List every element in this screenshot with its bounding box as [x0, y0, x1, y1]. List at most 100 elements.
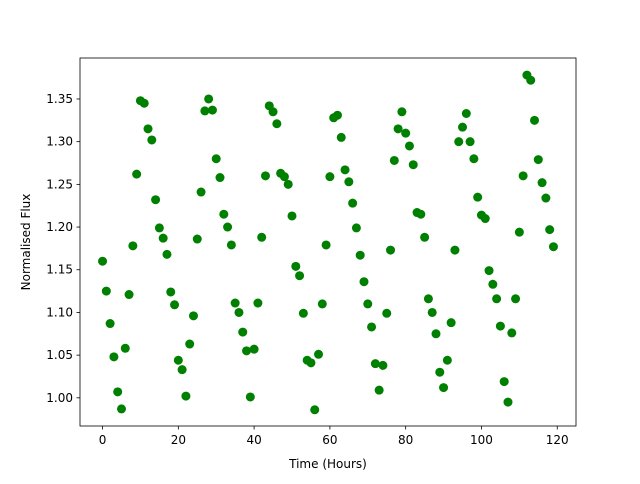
point — [518, 171, 528, 181]
point — [351, 223, 361, 233]
point — [533, 155, 543, 165]
point — [393, 124, 403, 134]
point — [204, 94, 214, 104]
x-tick-label: 120 — [546, 433, 569, 447]
point — [151, 195, 161, 205]
point — [143, 124, 153, 134]
point — [113, 387, 123, 397]
point — [185, 339, 195, 349]
point — [450, 245, 460, 255]
point — [439, 383, 449, 393]
x-tick-label: 40 — [246, 433, 261, 447]
point — [253, 298, 263, 308]
point — [98, 256, 108, 266]
point — [325, 172, 335, 182]
point — [514, 227, 524, 237]
point — [196, 187, 206, 197]
point — [147, 135, 157, 145]
point — [332, 110, 342, 120]
y-tick-label: 1.20 — [46, 220, 73, 234]
point — [473, 192, 483, 202]
point — [298, 308, 308, 318]
point — [223, 222, 233, 232]
x-tick-label: 80 — [398, 433, 413, 447]
point — [423, 294, 433, 304]
point — [420, 232, 430, 242]
point — [548, 242, 558, 252]
point — [116, 404, 126, 414]
y-tick-label: 1.00 — [46, 391, 73, 405]
point — [495, 321, 505, 331]
point — [427, 307, 437, 317]
point — [469, 154, 479, 164]
point — [317, 299, 327, 309]
point — [408, 160, 418, 170]
point — [128, 241, 138, 251]
point — [268, 107, 278, 117]
point — [272, 119, 282, 129]
point — [340, 165, 350, 175]
point — [537, 178, 547, 188]
point — [530, 115, 540, 125]
point — [132, 169, 142, 179]
point — [541, 193, 551, 203]
point — [260, 171, 270, 181]
point — [200, 106, 210, 116]
point — [170, 300, 180, 310]
point — [454, 137, 464, 147]
point — [234, 307, 244, 317]
point — [120, 343, 130, 353]
point — [355, 250, 365, 260]
point — [287, 211, 297, 221]
point — [435, 367, 445, 377]
point — [374, 385, 384, 395]
point — [507, 328, 517, 338]
point — [226, 240, 236, 250]
point — [458, 122, 468, 132]
point — [291, 261, 301, 271]
x-axis-label: Time (Hours) — [288, 457, 367, 471]
point — [306, 358, 316, 368]
point — [238, 327, 248, 337]
point — [378, 360, 388, 370]
point — [192, 234, 202, 244]
y-tick-label: 1.15 — [46, 263, 73, 277]
point — [166, 287, 176, 297]
point — [442, 355, 452, 365]
point — [124, 290, 134, 300]
point — [181, 391, 191, 401]
point — [359, 277, 369, 287]
point — [511, 294, 521, 304]
point — [139, 98, 149, 108]
point — [545, 225, 555, 235]
point — [109, 352, 119, 362]
point — [177, 365, 187, 375]
point — [158, 233, 168, 243]
point — [154, 223, 164, 233]
x-tick-label: 100 — [470, 433, 493, 447]
point — [431, 329, 441, 339]
point — [279, 172, 289, 182]
point — [314, 349, 324, 359]
y-tick-label: 1.10 — [46, 305, 73, 319]
point — [348, 198, 358, 208]
point — [257, 232, 267, 242]
point — [211, 154, 221, 164]
y-tick-label: 1.35 — [46, 92, 73, 106]
point — [242, 346, 252, 356]
point — [367, 322, 377, 332]
point — [461, 108, 471, 118]
x-tick-label: 60 — [322, 433, 337, 447]
y-axis-label: Normalised Flux — [19, 194, 33, 291]
x-tick-label: 20 — [171, 433, 186, 447]
point — [173, 355, 183, 365]
x-tick-label: 0 — [99, 433, 107, 447]
y-tick-label: 1.25 — [46, 177, 73, 191]
point — [101, 286, 111, 296]
point — [397, 107, 407, 117]
point — [207, 105, 217, 115]
y-tick-label: 1.05 — [46, 348, 73, 362]
point — [245, 392, 255, 402]
point — [484, 266, 494, 276]
point — [404, 141, 414, 151]
